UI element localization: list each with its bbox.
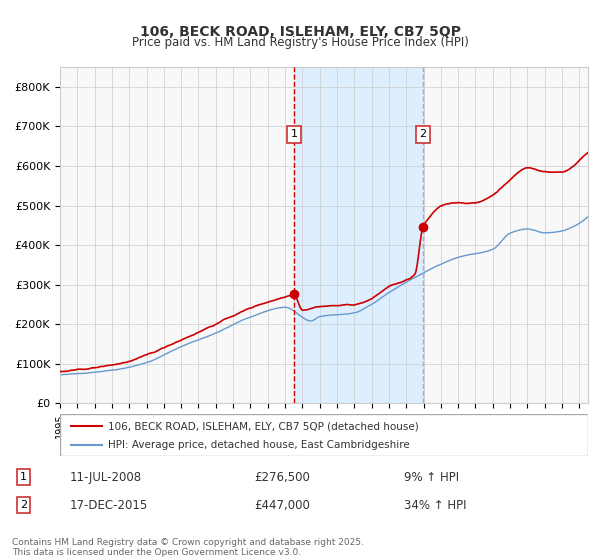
Text: £276,500: £276,500 (254, 470, 310, 484)
FancyBboxPatch shape (60, 414, 588, 456)
Text: 106, BECK ROAD, ISLEHAM, ELY, CB7 5QP (detached house): 106, BECK ROAD, ISLEHAM, ELY, CB7 5QP (d… (107, 421, 418, 431)
Text: Contains HM Land Registry data © Crown copyright and database right 2025.
This d: Contains HM Land Registry data © Crown c… (12, 538, 364, 557)
Bar (294, 67, 423, 403)
Text: 9% ↑ HPI: 9% ↑ HPI (404, 470, 459, 484)
Text: 11-JUL-2008: 11-JUL-2008 (70, 470, 142, 484)
Text: HPI: Average price, detached house, East Cambridgeshire: HPI: Average price, detached house, East… (107, 440, 409, 450)
Text: 1: 1 (20, 472, 27, 482)
Text: 2: 2 (20, 500, 27, 510)
Text: Price paid vs. HM Land Registry's House Price Index (HPI): Price paid vs. HM Land Registry's House … (131, 36, 469, 49)
Text: 1: 1 (291, 129, 298, 139)
Text: 106, BECK ROAD, ISLEHAM, ELY, CB7 5QP: 106, BECK ROAD, ISLEHAM, ELY, CB7 5QP (139, 25, 461, 39)
Text: 2: 2 (419, 129, 427, 139)
Text: 34% ↑ HPI: 34% ↑ HPI (404, 498, 466, 512)
Text: £447,000: £447,000 (254, 498, 310, 512)
Text: 17-DEC-2015: 17-DEC-2015 (70, 498, 148, 512)
